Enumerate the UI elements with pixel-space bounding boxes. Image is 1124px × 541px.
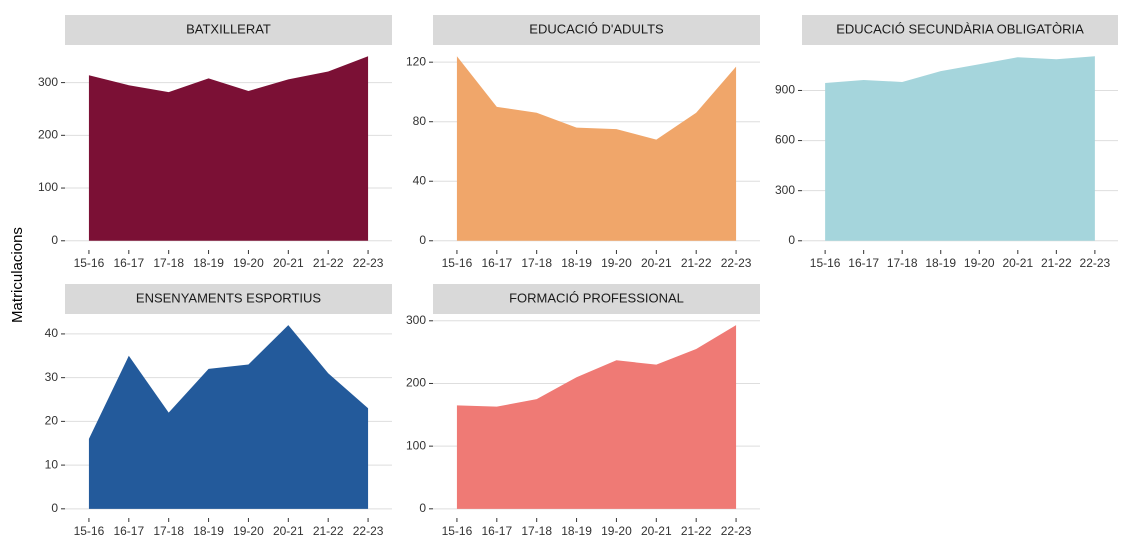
x-tick-label: 18-19 bbox=[193, 524, 224, 538]
facet-strip bbox=[433, 15, 760, 45]
x-tick-label: 15-16 bbox=[74, 524, 105, 538]
y-tick-label: 100 bbox=[38, 180, 58, 194]
facet-title: ENSENYAMENTS ESPORTIUS bbox=[136, 290, 321, 305]
x-tick-label: 19-20 bbox=[233, 256, 264, 270]
y-tick-label: 300 bbox=[775, 183, 795, 197]
facet-strip bbox=[65, 15, 392, 45]
y-tick-label: 120 bbox=[406, 54, 426, 68]
y-tick-label: 40 bbox=[413, 173, 427, 187]
x-tick-label: 17-18 bbox=[521, 256, 552, 270]
x-tick-label: 17-18 bbox=[887, 256, 918, 270]
y-tick-label: 900 bbox=[775, 83, 795, 97]
x-tick-label: 20-21 bbox=[273, 524, 304, 538]
x-tick-label: 16-17 bbox=[481, 524, 512, 538]
y-tick-label: 300 bbox=[38, 75, 58, 89]
facet-strip bbox=[433, 284, 760, 314]
y-tick-label: 600 bbox=[775, 133, 795, 147]
x-tick-label: 21-22 bbox=[1041, 256, 1072, 270]
y-tick-label: 0 bbox=[419, 501, 426, 515]
y-tick-label: 30 bbox=[45, 370, 59, 384]
x-tick-label: 21-22 bbox=[681, 524, 712, 538]
y-tick-label: 0 bbox=[51, 501, 58, 515]
x-tick-label: 18-19 bbox=[561, 256, 592, 270]
x-tick-label: 18-19 bbox=[193, 256, 224, 270]
x-tick-label: 20-21 bbox=[641, 256, 672, 270]
x-tick-label: 19-20 bbox=[964, 256, 995, 270]
y-tick-label: 10 bbox=[45, 457, 59, 471]
x-tick-label: 21-22 bbox=[313, 256, 344, 270]
x-tick-label: 15-16 bbox=[442, 256, 473, 270]
area bbox=[456, 325, 737, 509]
x-tick-label: 16-17 bbox=[113, 524, 144, 538]
x-tick-label: 17-18 bbox=[153, 256, 184, 270]
area bbox=[825, 56, 1095, 241]
x-tick-label: 15-16 bbox=[442, 524, 473, 538]
area bbox=[456, 56, 737, 241]
x-tick-label: 19-20 bbox=[601, 524, 632, 538]
facet-title: EDUCACIÓ SECUNDÀRIA OBLIGATÒRIA bbox=[836, 21, 1084, 36]
x-tick-label: 22-23 bbox=[721, 256, 752, 270]
x-tick-label: 20-21 bbox=[273, 256, 304, 270]
y-tick-label: 80 bbox=[413, 114, 427, 128]
area bbox=[88, 56, 369, 241]
x-tick-label: 18-19 bbox=[561, 524, 592, 538]
x-tick-label: 15-16 bbox=[74, 256, 105, 270]
y-tick-label: 300 bbox=[406, 313, 426, 327]
x-tick-label: 18-19 bbox=[925, 256, 956, 270]
x-tick-label: 16-17 bbox=[848, 256, 879, 270]
y-axis-label: Matriculacions bbox=[9, 227, 26, 323]
x-tick-label: 17-18 bbox=[153, 524, 184, 538]
x-tick-label: 20-21 bbox=[1002, 256, 1033, 270]
facet-title: FORMACIÓ PROFESSIONAL bbox=[509, 290, 684, 305]
area bbox=[88, 325, 369, 509]
x-tick-label: 16-17 bbox=[481, 256, 512, 270]
facet-title: BATXILLERAT bbox=[186, 21, 271, 36]
x-tick-label: 20-21 bbox=[641, 524, 672, 538]
y-tick-label: 0 bbox=[51, 233, 58, 247]
y-tick-label: 100 bbox=[406, 438, 426, 452]
x-tick-label: 21-22 bbox=[313, 524, 344, 538]
y-tick-label: 20 bbox=[45, 414, 59, 428]
x-tick-label: 15-16 bbox=[810, 256, 841, 270]
x-tick-label: 17-18 bbox=[521, 524, 552, 538]
x-tick-label: 21-22 bbox=[681, 256, 712, 270]
x-tick-label: 22-23 bbox=[353, 524, 384, 538]
x-tick-label: 22-23 bbox=[1080, 256, 1111, 270]
facet-title: EDUCACIÓ D'ADULTS bbox=[529, 21, 664, 36]
y-tick-label: 200 bbox=[38, 127, 58, 141]
y-tick-label: 0 bbox=[419, 233, 426, 247]
facet-strip bbox=[65, 284, 392, 314]
y-tick-label: 40 bbox=[45, 326, 59, 340]
y-tick-label: 200 bbox=[406, 376, 426, 390]
x-tick-label: 22-23 bbox=[721, 524, 752, 538]
facet-strip bbox=[802, 15, 1118, 45]
x-tick-label: 16-17 bbox=[113, 256, 144, 270]
x-tick-label: 22-23 bbox=[353, 256, 384, 270]
x-tick-label: 19-20 bbox=[233, 524, 264, 538]
y-tick-label: 0 bbox=[788, 233, 795, 247]
x-tick-label: 19-20 bbox=[601, 256, 632, 270]
